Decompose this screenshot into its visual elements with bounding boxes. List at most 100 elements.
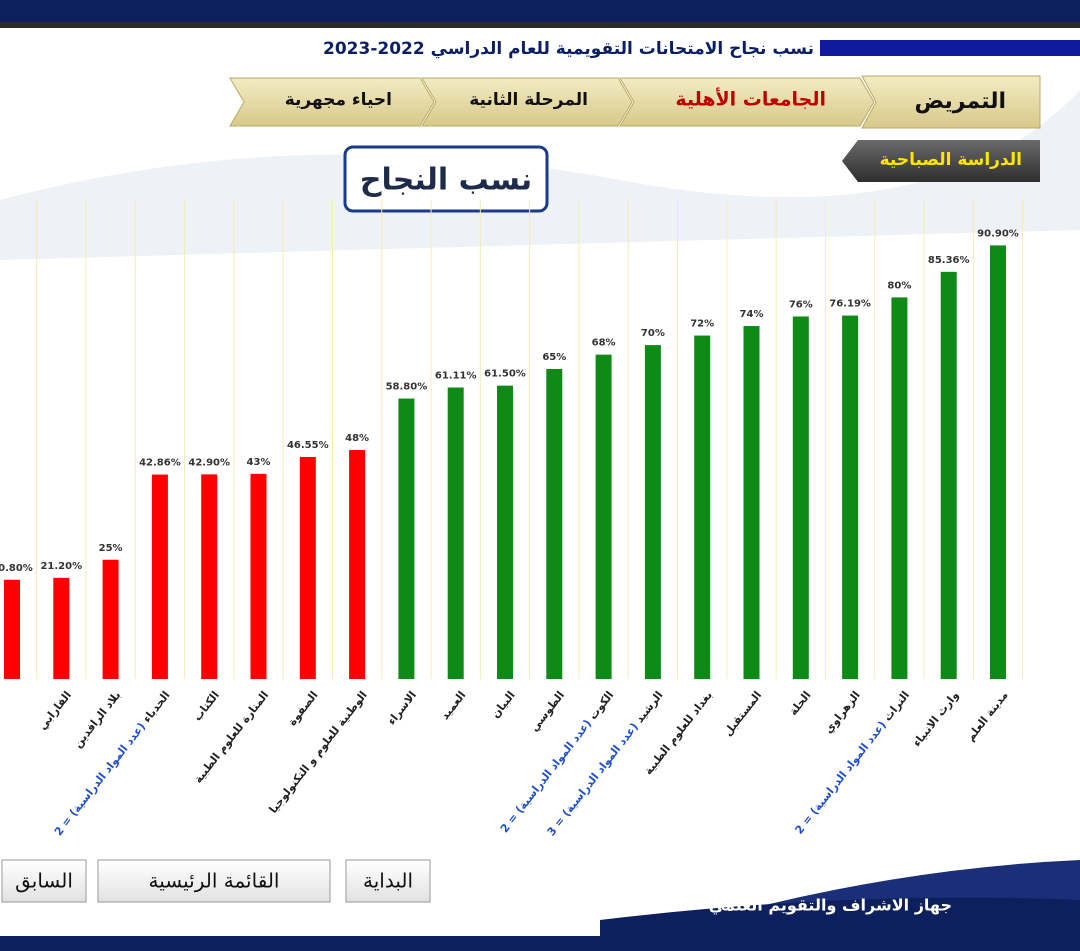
value-label: 76%	[789, 299, 813, 310]
category-name: التراث	[881, 689, 912, 724]
category-name: الطوسي	[528, 689, 567, 734]
category-name: البيان	[489, 689, 518, 721]
value-label: 65%	[542, 352, 566, 363]
x-tick-label: المستقبل	[721, 689, 764, 739]
category-name: الرشيد	[633, 689, 666, 726]
plot: 90.90% مدينة العلم 85.36% وارث الانبياء 80% ا…	[0, 200, 1024, 839]
chart-title-box	[343, 145, 549, 213]
bar	[644, 345, 661, 679]
tab[interactable]	[861, 75, 1041, 129]
x-tick-label: الفارابي	[36, 689, 74, 733]
category-note: (عدد المواد الدراسية) = 2	[52, 720, 148, 838]
x-tick-label: وارث الانبياء	[910, 689, 961, 750]
tab-label: التمريض	[915, 89, 1007, 114]
section-tab[interactable]	[842, 140, 1040, 182]
category-name: الحدباء	[140, 689, 172, 725]
category-name: وارث الانبياء	[910, 689, 961, 750]
value-label: 58.80%	[386, 382, 428, 393]
value-label: 43%	[247, 457, 271, 468]
value-label: 20.80%	[0, 563, 33, 574]
x-tick-label: الزهراوي	[822, 689, 863, 736]
tab[interactable]	[229, 77, 435, 127]
bar	[842, 315, 859, 679]
button-label: السابق	[15, 869, 73, 893]
bar	[349, 450, 366, 679]
value-label: 76.19%	[829, 299, 871, 310]
category-name: الفارابي	[36, 689, 74, 733]
tab-label: الجامعات الأهلية	[675, 88, 826, 111]
value-label: 25%	[99, 543, 123, 554]
x-tick-label: البيان	[489, 689, 518, 721]
value-label: 68%	[592, 338, 616, 349]
value-label: 21.20%	[40, 561, 82, 572]
x-tick-label: الحلة	[787, 689, 814, 718]
category-name: الحلة	[787, 689, 814, 718]
value-label: 72%	[690, 319, 714, 330]
value-label: 90.90%	[977, 228, 1019, 239]
x-tick-label: الصفوة	[286, 689, 321, 729]
x-tick-label: بلاد الرافدين	[71, 689, 123, 751]
category-name: الكوت	[586, 689, 616, 722]
bar	[398, 398, 415, 679]
category-name: بلاد الرافدين	[71, 689, 123, 751]
button-label: البداية	[363, 869, 413, 893]
category-name: المستقبل	[721, 689, 764, 739]
footer: جهاز الاشراف والتقويم العلمي	[709, 896, 952, 916]
bar	[792, 316, 809, 679]
category-note: (عدد المواد الدراسية) = 3	[545, 720, 641, 838]
bar	[694, 335, 711, 679]
value-label: 48%	[345, 433, 369, 444]
tab-label: المرحلة الثانية	[469, 90, 588, 110]
x-tick-label: الاسراء	[385, 689, 419, 728]
bar	[595, 354, 612, 679]
page-title: نسب نجاح الامتحانات التقويمية للعام الدر…	[323, 39, 814, 59]
bar	[497, 385, 513, 679]
bar	[151, 474, 168, 679]
bar	[299, 456, 316, 679]
value-label: 61.50%	[484, 369, 526, 380]
value-label: 80%	[887, 280, 911, 291]
value-label: 42.90%	[188, 457, 230, 468]
bar	[990, 245, 1006, 680]
bar	[546, 368, 563, 679]
category-name: العميد	[438, 689, 468, 722]
section-label: الدراسة الصباحية	[880, 150, 1022, 170]
value-label: 61.11%	[435, 371, 477, 382]
x-tick-label: التراث (عدد المواد الدراسية) = 2	[793, 689, 913, 837]
button-label: القائمة الرئيسية	[149, 869, 280, 893]
x-tick-label: الكتاب	[191, 689, 222, 724]
x-tick-label: الطوسي	[528, 689, 567, 734]
chart-title: نسب النجاح	[360, 163, 532, 198]
x-tick-label: مدينة العلم	[964, 689, 1011, 744]
button[interactable]	[1, 859, 87, 903]
title-bar	[820, 40, 1080, 56]
category-name: الكتاب	[191, 689, 222, 724]
button[interactable]	[97, 859, 331, 903]
bar	[53, 577, 70, 679]
category-name: الصفوة	[286, 689, 321, 729]
tab[interactable]	[421, 77, 633, 127]
category-note: (عدد المواد الدراسية) = 2	[498, 717, 594, 835]
bar	[250, 473, 267, 679]
value-label: 70%	[641, 328, 665, 339]
top-band	[0, 0, 1080, 22]
value-label: 74%	[740, 309, 764, 320]
bar	[4, 579, 20, 679]
bar	[201, 474, 218, 679]
bar	[891, 297, 908, 679]
category-name: مدينة العلم	[964, 689, 1011, 744]
category-name: الزهراوي	[822, 689, 863, 736]
category-name: الوطنية للعلوم و التكنولوجيا	[267, 689, 370, 816]
value-label: 46.55%	[287, 440, 329, 451]
value-label: 42.86%	[139, 458, 181, 469]
x-tick-label: العميد	[438, 689, 468, 722]
tab-label: احياء مجهرية	[285, 90, 392, 110]
category-name: الاسراء	[385, 689, 419, 728]
button[interactable]	[345, 859, 431, 903]
value-label: 85.36%	[928, 255, 970, 266]
bottom-band	[0, 936, 1080, 951]
tab[interactable]	[619, 77, 875, 127]
x-tick-label: الحدباء (عدد المواد الدراسية) = 2	[52, 689, 173, 839]
